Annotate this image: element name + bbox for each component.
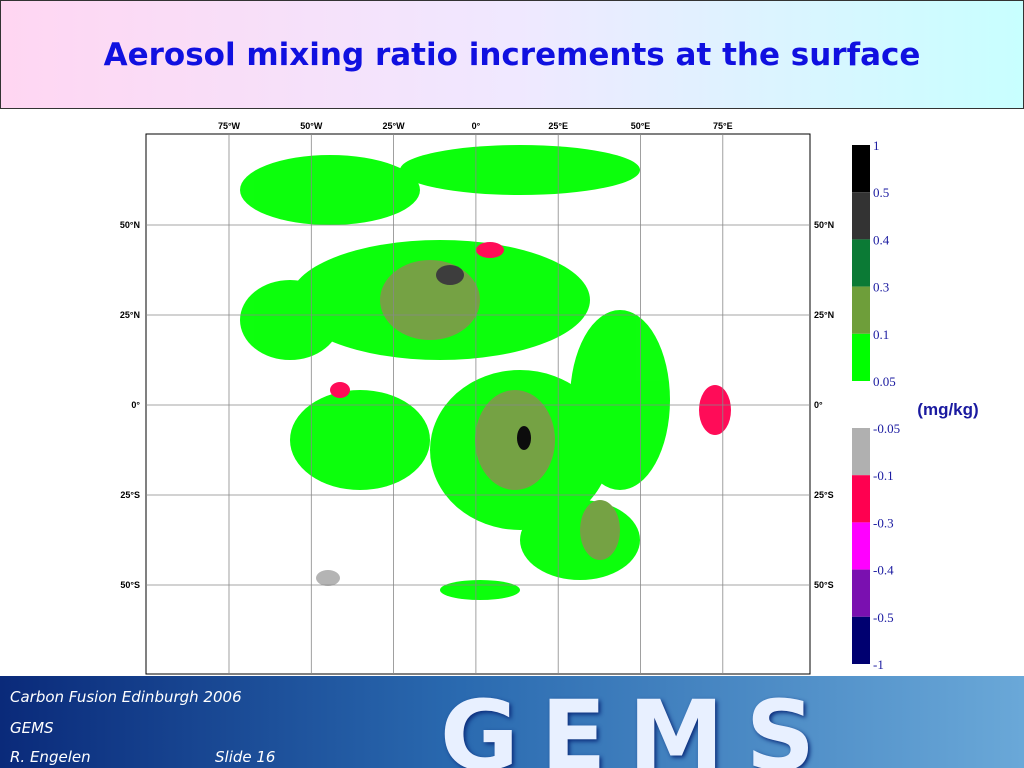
footer-author: R. Engelen [10, 748, 91, 766]
logo: GEMS [440, 680, 838, 768]
field-patch [316, 570, 340, 586]
aerosol-field [240, 145, 731, 600]
colorbar-label: -0.05 [873, 421, 900, 436]
lon-label: 25°E [548, 121, 568, 131]
field-patch [520, 500, 640, 580]
colorbar-label: 0.1 [873, 327, 889, 342]
lon-label: 50°W [300, 121, 323, 131]
field-patch [570, 310, 670, 490]
field-patch [240, 155, 420, 225]
field-patch [440, 580, 520, 600]
lat-label: 50°S [120, 580, 140, 590]
colorbar-box [852, 333, 870, 381]
colorbar-label: 0.05 [873, 374, 896, 389]
colorbar-box [852, 616, 870, 664]
lat-label: 50°N [814, 220, 834, 230]
lon-label: 25°W [383, 121, 406, 131]
field-patch [580, 500, 620, 560]
footer: Carbon Fusion Edinburgh 2006 GEMS R. Eng… [0, 676, 1024, 768]
lon-label: 0° [472, 121, 481, 131]
colorbar-label: -0.4 [873, 563, 894, 578]
lon-label: 50°E [631, 121, 651, 131]
field-patch [380, 260, 480, 340]
map-figure: 75°W75°W50°W50°W25°W25°W0°0°25°E25°E50°E… [120, 121, 979, 675]
field-patch [476, 242, 504, 258]
lat-label: 25°N [814, 310, 834, 320]
colorbar-label: 0.3 [873, 280, 889, 295]
colorbar-box [852, 145, 870, 193]
field-patch [240, 280, 340, 360]
field-patch [330, 382, 350, 398]
colorbar-label: -1 [873, 657, 884, 672]
lat-label: 25°S [814, 490, 834, 500]
lat-label: 0° [131, 400, 140, 410]
colorbar-label: -0.3 [873, 515, 894, 530]
field-patch [517, 426, 531, 450]
field-patch [475, 390, 555, 490]
lat-label: 50°S [814, 580, 834, 590]
colorbar-box [852, 239, 870, 287]
colorbar-box [852, 428, 870, 476]
colorbar-label: 0.5 [873, 185, 889, 200]
field-patch [699, 385, 731, 435]
field-patch [400, 145, 640, 195]
lat-label: 25°N [120, 310, 140, 320]
slide-title: Aerosol mixing ratio increments at the s… [0, 0, 1024, 109]
colorbar-label: 0.4 [873, 232, 890, 247]
colorbar-box [852, 569, 870, 617]
field-patch [290, 390, 430, 490]
colorbar-box [852, 475, 870, 523]
colorbar-box [852, 522, 870, 570]
colorbar-label: -0.1 [873, 468, 894, 483]
lat-label: 0° [814, 400, 823, 410]
lon-label: 75°W [218, 121, 241, 131]
colorbar-box [852, 286, 870, 334]
colorbar-box [852, 192, 870, 240]
lat-label: 25°S [120, 490, 140, 500]
colorbar-unit: (mg/kg) [917, 400, 978, 419]
colorbar-label: -0.5 [873, 610, 894, 625]
lat-label: 50°N [120, 220, 140, 230]
field-patch [436, 265, 464, 285]
lon-label: 75°E [713, 121, 733, 131]
footer-slide: Slide 16 [215, 748, 276, 766]
colorbar-label: 1 [873, 138, 880, 153]
footer-project: GEMS [10, 719, 54, 737]
footer-event: Carbon Fusion Edinburgh 2006 [10, 688, 242, 706]
